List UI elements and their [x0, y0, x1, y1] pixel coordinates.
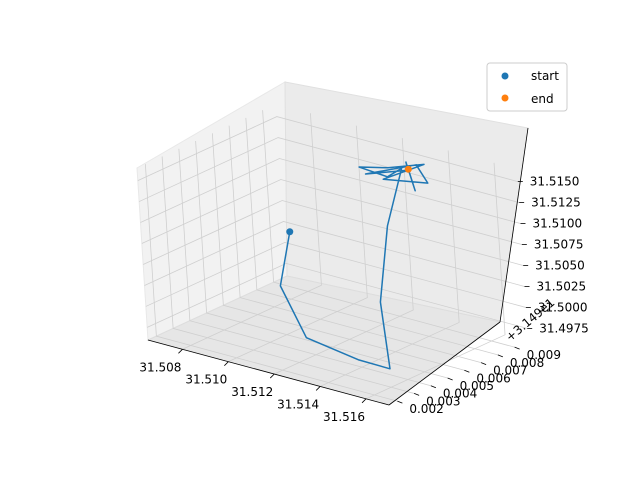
- z-tick-label: 31.5150: [530, 175, 580, 189]
- trajectory-line: [279, 161, 429, 370]
- y-tick-label: 0.008: [510, 356, 544, 370]
- start-marker: [286, 228, 294, 236]
- z-tick-label: 31.5000: [538, 300, 588, 314]
- y-tick-label: 0.006: [476, 371, 510, 385]
- x-tick-label: 31.512: [231, 385, 273, 399]
- y-tick: [430, 385, 437, 389]
- z-tick-label: 31.5025: [537, 279, 587, 293]
- y-gridline: [228, 125, 482, 363]
- x-tick: [269, 373, 275, 379]
- axes-panes: [136, 81, 529, 406]
- z-gridline: [137, 116, 518, 182]
- x-gridline: [182, 113, 322, 350]
- y-gridline: [161, 156, 415, 394]
- y-tick-label: 0.009: [527, 348, 561, 362]
- tick-labels: 31.508 31.510 31.512 31.514 31.516 0.0020.003…: [139, 175, 588, 424]
- x-tick: [315, 386, 321, 391]
- end-marker: [404, 165, 412, 173]
- y-gridline: [144, 164, 398, 402]
- legend-start-label: start: [531, 69, 559, 83]
- x-tick-label: 31.508: [139, 360, 181, 374]
- x-gridline: [228, 125, 368, 363]
- y-gridline: [195, 140, 448, 379]
- y-gridline: [178, 148, 431, 387]
- legend: start end: [486, 62, 568, 112]
- y-tick-label: 0.002: [409, 402, 443, 416]
- z-tick-label: 31.5075: [534, 238, 584, 252]
- trajectory: [279, 161, 429, 370]
- y-tick: [397, 400, 403, 404]
- y-tick-label: 0.007: [493, 364, 527, 378]
- x-gridline: [319, 150, 460, 387]
- legend-end-label: end: [531, 92, 554, 106]
- legend-end-marker: [501, 94, 509, 102]
- y-tick: [497, 354, 504, 358]
- z-gridline: [140, 158, 521, 224]
- y-tick: [413, 393, 420, 396]
- x-gridline: [274, 138, 414, 375]
- y-axis-line: [388, 321, 501, 406]
- x-tick: [224, 361, 229, 366]
- z-tick-label: 31.5050: [535, 258, 585, 272]
- gridlines: [137, 110, 528, 402]
- y-gridline: [245, 117, 498, 356]
- z-gridline: [145, 242, 526, 308]
- x-tick: [361, 398, 367, 404]
- y-tick-label: 0.005: [460, 379, 494, 393]
- x-tick: [178, 349, 183, 354]
- y-tick-label: 0.004: [443, 387, 477, 401]
- y-tick: [480, 362, 487, 365]
- z-tick-label: 31.4975: [539, 321, 589, 335]
- x-gridline: [365, 162, 506, 400]
- x-axis-line: [147, 339, 390, 406]
- z-axis-line: [499, 127, 529, 323]
- z-tick-label: 31.5100: [532, 217, 582, 231]
- z-gridline: [144, 221, 525, 287]
- y-tick: [514, 346, 520, 350]
- tick-marks: [178, 181, 533, 404]
- y-axis-offset-label: +3.149e1: [503, 295, 558, 344]
- z-tick-label: 31.5125: [531, 196, 581, 210]
- z-gridline: [147, 262, 528, 329]
- z-gridline: [138, 137, 520, 203]
- axis-lines: [147, 127, 529, 406]
- x-tick-label: 31.516: [323, 410, 365, 424]
- y-tick: [464, 369, 470, 373]
- markers: [286, 165, 412, 236]
- z-gridline: [141, 179, 522, 245]
- x-tick-label: 31.510: [185, 373, 227, 387]
- y-gridline: [211, 133, 465, 371]
- y-tick: [447, 377, 453, 381]
- z-gridline: [143, 200, 524, 266]
- legend-start-marker: [501, 72, 509, 80]
- x-tick-label: 31.514: [277, 397, 319, 411]
- y-tick-label: 0.003: [426, 394, 460, 408]
- y-gridline: [262, 110, 515, 348]
